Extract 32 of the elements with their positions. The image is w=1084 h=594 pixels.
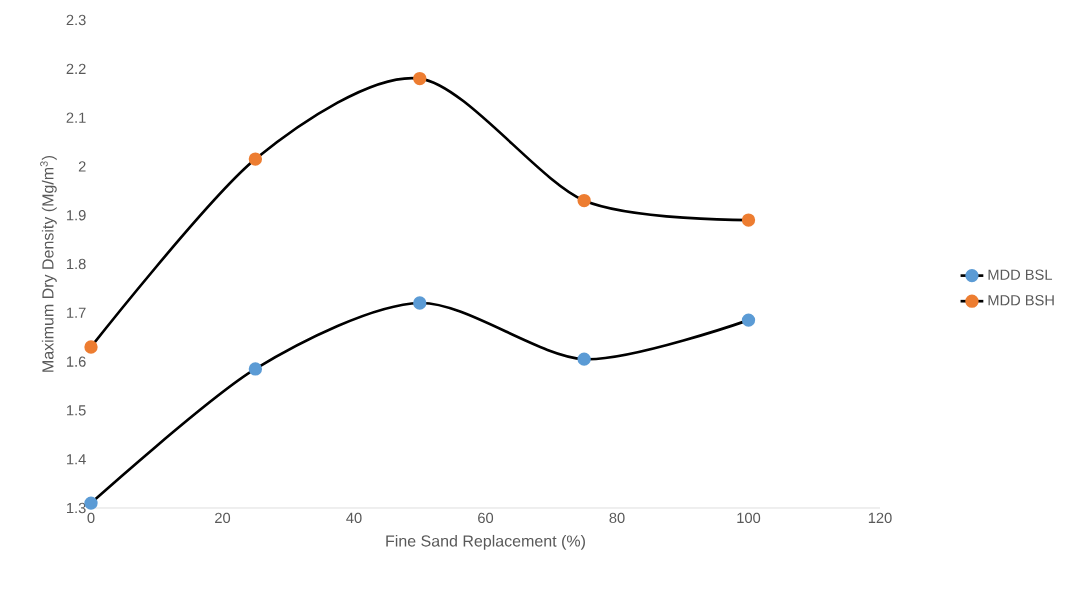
- point: [84, 340, 98, 354]
- point: [248, 362, 263, 376]
- y-tick-label: 2.2: [66, 63, 86, 74]
- y-tick-label: 1.7: [67, 307, 86, 318]
- legend-label: MDD BSH: [988, 295, 1054, 306]
- y-tick-label: 1.6: [67, 356, 86, 367]
- x-tick-label: 60: [478, 512, 494, 524]
- point: [741, 313, 756, 327]
- x-axis-title: Fine Sand Replacement (%): [386, 534, 585, 550]
- x-tick-label: 20: [215, 512, 231, 524]
- point: [741, 213, 756, 227]
- y-tick-label: 1.8: [67, 258, 86, 270]
- y-tick-label: 2.1: [66, 112, 86, 123]
- point: [248, 152, 263, 166]
- point: [413, 296, 427, 310]
- y-tick-label: 1.5: [67, 405, 86, 416]
- x-tick-label: 0: [87, 512, 95, 524]
- y-axis-title: Maximum Dry Density (Mg/m$^{3}$): [40, 155, 57, 372]
- x-tick-label: 80: [609, 512, 625, 524]
- y-tick-label: 2: [78, 161, 86, 172]
- legend-label: MDD BSL: [988, 269, 1053, 280]
- y-tick-label: 1.3: [67, 502, 86, 514]
- y-tick-label: 2.3: [66, 14, 86, 26]
- point: [577, 193, 591, 208]
- y-tick-label: 1.4: [67, 454, 86, 465]
- point: [84, 496, 98, 510]
- x-tick-label: 100: [737, 512, 761, 524]
- point: [577, 352, 591, 366]
- x-tick-label: 120: [868, 512, 892, 524]
- x-tick-label: 40: [346, 512, 362, 524]
- y-tick-label: 1.9: [67, 210, 86, 221]
- point: [413, 71, 427, 86]
